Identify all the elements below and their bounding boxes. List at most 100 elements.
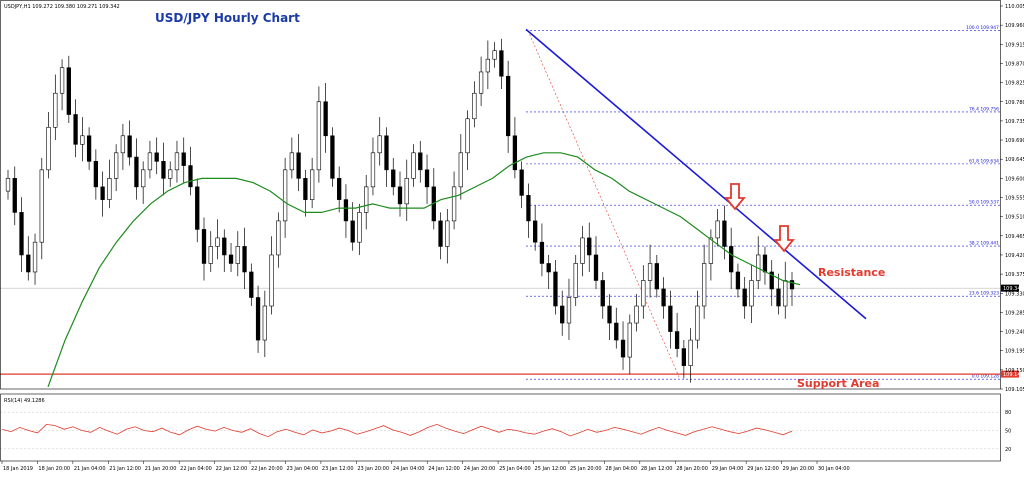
candle-bear — [243, 246, 247, 272]
candle-bull — [141, 170, 145, 187]
candle-bear — [229, 255, 233, 264]
fib-level-label: 23.6 109.323 — [969, 291, 999, 297]
y-tick-label: 109.645 — [1005, 157, 1024, 163]
candle-bull — [689, 340, 693, 366]
candle-bull — [567, 298, 571, 324]
candle-bull — [114, 153, 118, 179]
x-tick-label: 28 Jan 04:00 — [605, 466, 637, 472]
candle-bull — [493, 51, 497, 60]
candle-bull — [47, 127, 51, 170]
candle-bear — [195, 187, 199, 230]
candle-bear — [425, 170, 429, 187]
candle-bull — [40, 170, 44, 242]
candle-bear — [513, 136, 517, 170]
candle-bear — [94, 161, 98, 187]
x-tick-label: 23 Jan 20:00 — [357, 466, 389, 472]
candle-bull — [121, 136, 125, 153]
y-tick-label: 109.690 — [1005, 138, 1024, 144]
fib-level-label: 61.8 109.634 — [969, 158, 999, 164]
x-tick-label: 18 Jan 20:00 — [38, 466, 70, 472]
candle-bull — [473, 93, 477, 119]
chart-header: USDJPY,H1 109.272 109.380 109.271 109.34… — [4, 4, 120, 10]
candle-bear — [614, 323, 618, 340]
x-tick-label: 24 Jan 20:00 — [464, 466, 496, 472]
support-area-label: Support Area — [797, 377, 879, 390]
candle-bull — [53, 93, 57, 127]
fib-level-label: 50.0 109.537 — [969, 200, 999, 206]
candle-bull — [148, 153, 152, 170]
candle-bear — [398, 187, 402, 204]
candle-bear — [655, 263, 659, 289]
candle-bull — [635, 306, 639, 323]
candle-bear — [736, 272, 740, 289]
candle-bear — [729, 246, 733, 272]
candle-bull — [283, 170, 287, 221]
x-tick-label: 25 Jan 12:00 — [535, 466, 567, 472]
candle-bear — [554, 272, 558, 306]
candle-bear — [527, 195, 531, 221]
y-tick-label: 109.150 — [1005, 368, 1024, 374]
rsi-tick-label: 80 — [1005, 410, 1011, 416]
resistance-label: Resistance — [818, 266, 885, 279]
candle-bear — [344, 200, 348, 221]
candle-bull — [459, 153, 463, 187]
candle-bear — [182, 153, 186, 166]
x-tick-label: 25 Jan 20:00 — [570, 466, 602, 472]
x-tick-label: 22 Jan 12:00 — [216, 466, 248, 472]
candle-bear — [621, 340, 625, 357]
rsi-label: RSI(14) 49.1286 — [4, 398, 45, 404]
candle-bull — [6, 178, 10, 191]
candle-bull — [371, 153, 375, 187]
candle-bear — [500, 51, 504, 77]
x-tick-label: 28 Jan 12:00 — [641, 466, 673, 472]
candle-bear — [547, 263, 551, 272]
candle-bear — [594, 255, 598, 281]
x-tick-label: 23 Jan 04:00 — [286, 466, 318, 472]
candle-bear — [391, 170, 395, 187]
candle-bear — [331, 136, 335, 179]
candle-bull — [641, 280, 645, 306]
candle-bull — [378, 136, 382, 153]
candle-bear — [128, 136, 132, 157]
x-tick-label: 28 Jan 20:00 — [676, 466, 708, 472]
candle-bear — [297, 153, 301, 179]
candle-bear — [256, 298, 260, 341]
candle-bull — [358, 212, 362, 242]
x-tick-label: 29 Jan 20:00 — [783, 466, 815, 472]
candle-bull — [716, 221, 720, 238]
y-tick-label: 109.780 — [1005, 100, 1024, 106]
candle-bear — [26, 255, 30, 272]
candle-bull — [168, 170, 172, 179]
candle-bull — [317, 102, 321, 170]
candle-bear — [135, 157, 139, 187]
y-tick-label: 109.195 — [1005, 349, 1024, 355]
candle-bull — [108, 178, 112, 199]
candle-bull — [405, 178, 409, 204]
y-tick-label: 109.105 — [1005, 387, 1024, 393]
candle-bull — [277, 221, 281, 255]
x-tick-label: 23 Jan 12:00 — [322, 466, 354, 472]
x-tick-label: 29 Jan 04:00 — [712, 466, 744, 472]
candle-bull — [412, 153, 416, 179]
candle-bull — [270, 255, 274, 306]
candle-bear — [418, 153, 422, 170]
candle-bull — [216, 238, 220, 247]
y-tick-label: 109.510 — [1005, 215, 1024, 221]
candle-bull — [574, 263, 578, 297]
candle-bear — [101, 187, 105, 200]
rsi-tick-label: 20 — [1005, 447, 1011, 453]
candle-bear — [777, 289, 781, 306]
candle-bull — [628, 323, 632, 357]
fib-level-label: 38.2 109.441 — [969, 241, 999, 247]
candle-bull — [696, 306, 700, 340]
y-tick-label: 109.375 — [1005, 272, 1024, 278]
candle-bull — [648, 263, 652, 280]
candle-bear — [20, 212, 24, 255]
candle-bull — [452, 187, 456, 221]
candle-bull — [81, 136, 85, 145]
candle-bull — [364, 187, 368, 213]
candle-bear — [560, 306, 564, 323]
rsi-tick-label: 50 — [1005, 429, 1011, 435]
y-tick-label: 109.825 — [1005, 81, 1024, 87]
